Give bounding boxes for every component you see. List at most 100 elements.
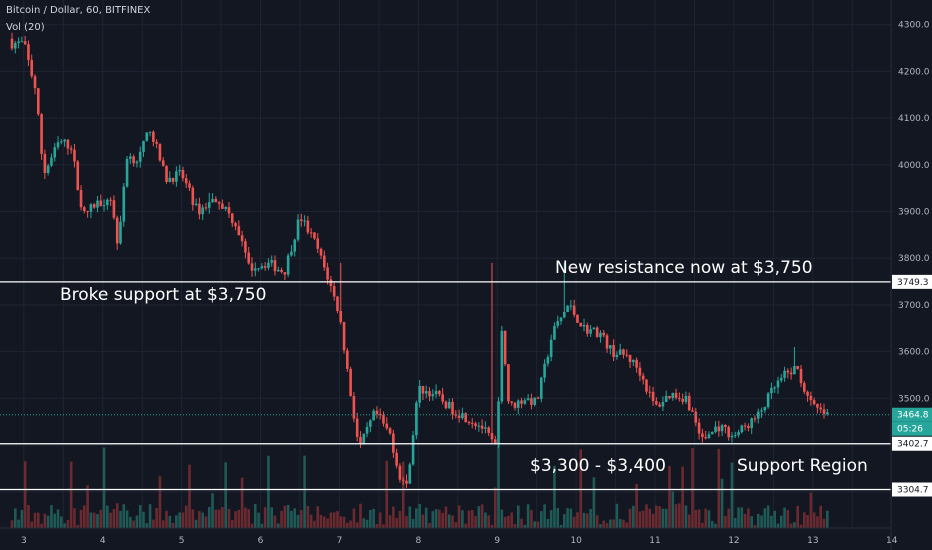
candle-body: [582, 324, 586, 327]
candle-body: [503, 330, 507, 365]
volume-bar: [500, 509, 504, 528]
volume-bar: [776, 523, 780, 528]
candle-body: [484, 427, 487, 429]
candle-body: [115, 217, 119, 244]
candle-body: [375, 410, 379, 415]
candle-body: [293, 239, 297, 252]
volume-bar: [533, 521, 537, 528]
candle-body: [687, 395, 691, 411]
candle-body: [490, 432, 494, 440]
candle-body: [339, 311, 343, 323]
volume-bar: [477, 506, 481, 528]
candle-body: [227, 207, 231, 214]
volume-bar: [819, 505, 823, 528]
candle-body: [122, 186, 126, 222]
volume-bar: [50, 505, 53, 528]
price-tick-label: 3600.0: [898, 348, 930, 358]
candle-body: [388, 428, 392, 434]
price-axis[interactable]: 3300.03400.03500.03600.03700.03800.03900…: [890, 0, 932, 550]
volume-bar: [273, 515, 277, 528]
candle-body: [319, 248, 323, 256]
candle-body: [86, 210, 89, 212]
volume-bar: [17, 519, 20, 528]
volume-bar: [198, 511, 201, 528]
volume-bar: [664, 508, 668, 528]
support-upper-price-badge: 3402.7: [897, 440, 929, 450]
candle-body: [431, 394, 435, 397]
time-tick-label: 3: [21, 536, 27, 546]
candle-body: [378, 414, 382, 416]
volume-bar: [10, 520, 14, 528]
volume-bar: [625, 522, 629, 528]
candle-body: [730, 435, 734, 438]
volume-bar: [13, 508, 17, 528]
candle-body: [822, 409, 826, 414]
candle-body: [352, 395, 356, 419]
volume-bar: [129, 517, 132, 528]
horizontal-levels: [0, 281, 891, 491]
candle-body: [184, 178, 188, 184]
candle-body: [497, 401, 500, 445]
candle-body: [303, 220, 306, 222]
volume-bar: [109, 512, 112, 528]
candle-body: [56, 142, 60, 148]
volume-bar: [168, 515, 172, 528]
volume-bar: [385, 460, 389, 528]
volume-bar: [43, 513, 47, 528]
candle-body: [267, 262, 270, 268]
candle-body: [799, 368, 803, 384]
volume-indicator-label[interactable]: Vol (20): [6, 22, 45, 33]
volume-bar: [569, 508, 573, 528]
candle-body: [454, 414, 458, 416]
volume-bar: [510, 512, 513, 528]
candle-body: [615, 354, 619, 357]
candle-body: [359, 436, 362, 445]
volume-bar: [789, 523, 793, 528]
candle-body: [622, 349, 625, 355]
candle-body: [796, 366, 800, 369]
candle-body: [37, 88, 40, 115]
candle-body: [477, 425, 481, 427]
candle-body: [809, 395, 813, 401]
volume-bar: [750, 516, 753, 528]
volume-bar: [612, 519, 615, 528]
candle-body: [789, 372, 793, 375]
volume-bar: [112, 509, 116, 528]
candle-body: [73, 149, 76, 162]
volume-bar: [332, 512, 336, 528]
volume-bar: [359, 503, 362, 528]
candle-body: [323, 255, 326, 268]
candle-body: [17, 41, 20, 44]
volume-bar: [641, 510, 645, 528]
volume-bar: [96, 514, 99, 528]
candle-body: [382, 415, 385, 424]
volume-bar: [286, 505, 290, 528]
volume-bar: [319, 514, 323, 528]
candle-body: [543, 363, 546, 378]
volume-bar: [211, 493, 214, 528]
candle-body: [507, 364, 510, 402]
candle-body: [806, 391, 809, 396]
candle-body: [661, 402, 665, 407]
candle-body: [83, 207, 86, 211]
candle-body: [175, 171, 178, 182]
volume-bar: [434, 509, 438, 528]
candle-body: [418, 386, 421, 403]
candle-body: [783, 370, 786, 378]
volume-bar: [365, 519, 369, 528]
volume-bar: [296, 514, 300, 528]
volume-bar: [609, 519, 612, 528]
time-axis[interactable]: 3 4 5 6 7 8 9 10 11 12 13 14: [0, 527, 898, 546]
volume-bar: [812, 512, 816, 528]
candle-body: [533, 397, 537, 405]
volume-bar: [632, 505, 635, 528]
candle-body: [786, 370, 790, 373]
price-tick-label: 3500.0: [898, 394, 930, 404]
volume-bar: [816, 516, 819, 528]
candle-body: [99, 200, 103, 206]
volume-bar: [290, 510, 293, 528]
volume-bar: [283, 505, 287, 528]
volume-bar: [46, 515, 50, 528]
candle-body: [618, 349, 622, 355]
